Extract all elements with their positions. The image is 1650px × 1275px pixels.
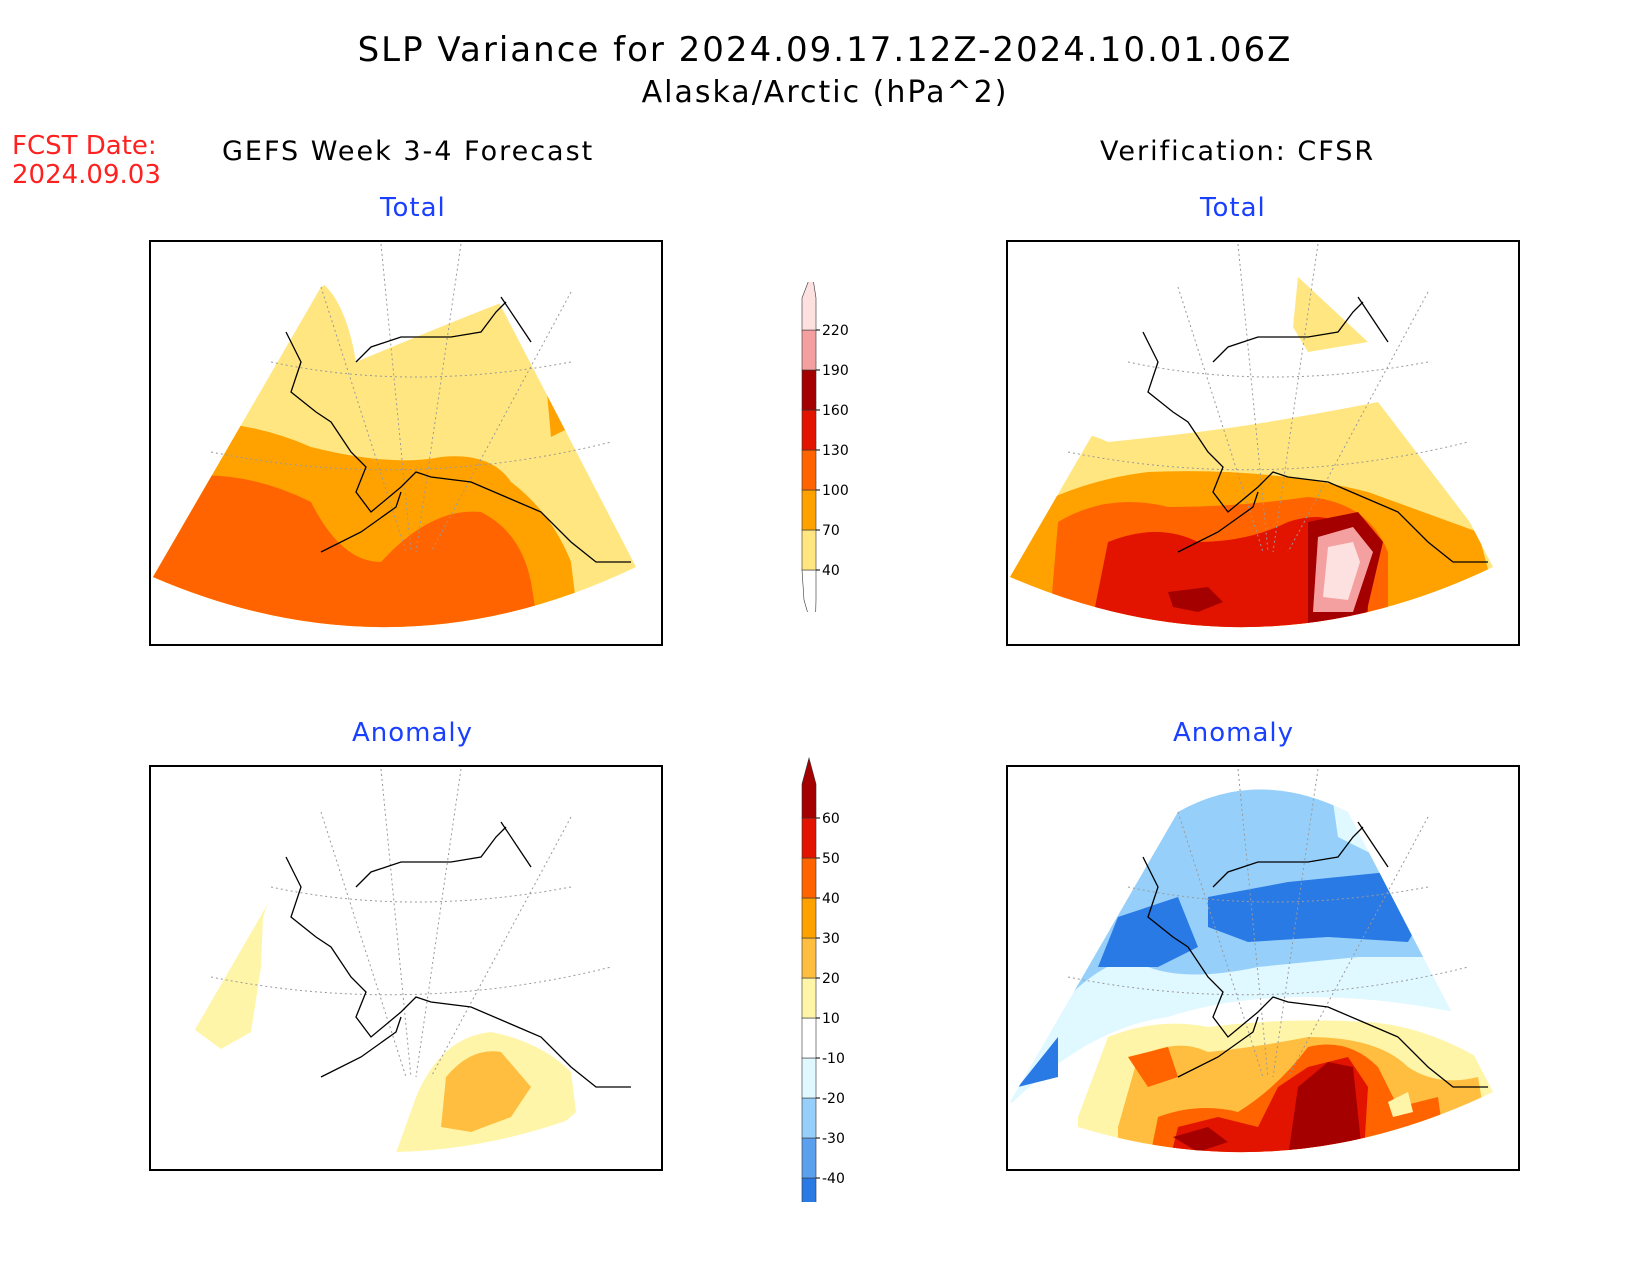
colorbar-total-tick-label: 100 bbox=[822, 483, 849, 499]
panel-title-forecast-total: Total bbox=[380, 193, 446, 223]
colorbar-total-segment bbox=[801, 329, 817, 371]
panel-title-verification-total: Total bbox=[1200, 193, 1266, 223]
colorbar-total: 40 70 100 130 160 190 220 bbox=[798, 270, 868, 639]
panel-title-verification-anomaly: Anomaly bbox=[1173, 718, 1295, 748]
colorbar-total-lower-tail bbox=[801, 569, 817, 639]
colorbar-anomaly-tick-label: -10 bbox=[822, 1051, 845, 1067]
colorbar-anomaly-tick-label: 40 bbox=[822, 891, 840, 907]
colorbar-total-tick-label: 130 bbox=[822, 443, 849, 459]
map-verification-total bbox=[1006, 240, 1520, 646]
colorbar-anomaly: -40 -30 -20 -10 10 20 30 40 50 60 bbox=[798, 752, 868, 1240]
colorbar-total-tick-label: 40 bbox=[822, 563, 840, 579]
map-verification-anomaly bbox=[1006, 765, 1520, 1171]
colorbar-anomaly-segment bbox=[801, 977, 817, 1019]
colorbar-anomaly-tick-label: -40 bbox=[822, 1171, 845, 1187]
colorbar-anomaly-segment bbox=[801, 1177, 817, 1240]
colorbar-total-segment bbox=[801, 529, 817, 571]
colorbar-anomaly-tick-label: -20 bbox=[822, 1091, 845, 1107]
colorbar-anomaly-segment bbox=[801, 897, 817, 939]
colorbar-total-segment bbox=[801, 270, 817, 331]
map-forecast-total bbox=[149, 240, 663, 646]
colorbar-total-tick-label: 70 bbox=[822, 523, 840, 539]
colorbar-anomaly-segment bbox=[801, 937, 817, 979]
panel-title-forecast-anomaly: Anomaly bbox=[352, 718, 474, 748]
colorbar-total-tick-label: 220 bbox=[822, 323, 849, 339]
colorbar-total-tick-label: 190 bbox=[822, 363, 849, 379]
colorbar-anomaly-segment bbox=[801, 1097, 817, 1139]
colorbar-anomaly-tick-label: 30 bbox=[822, 931, 840, 947]
colorbar-anomaly-segment bbox=[801, 817, 817, 859]
map-forecast-anomaly bbox=[149, 765, 663, 1171]
colorbar-anomaly-segment bbox=[801, 1017, 817, 1059]
colorbar-anomaly-segment bbox=[801, 756, 817, 819]
forecast-column-title: GEFS Week 3-4 Forecast bbox=[222, 136, 595, 167]
colorbar-total-segment bbox=[801, 409, 817, 451]
colorbar-total-segment bbox=[801, 489, 817, 531]
figure-title: SLP Variance for 2024.09.17.12Z-2024.10.… bbox=[357, 30, 1293, 70]
fcst-date-label: FCST Date: bbox=[12, 131, 157, 161]
colorbar-anomaly-segment bbox=[801, 1057, 817, 1099]
colorbar-anomaly-tick-label: 50 bbox=[822, 851, 840, 867]
figure-subtitle: Alaska/Arctic (hPa^2) bbox=[641, 75, 1009, 110]
colorbar-anomaly-tick-label: 60 bbox=[822, 811, 840, 827]
colorbar-anomaly-tick-label: 20 bbox=[822, 971, 840, 987]
colorbar-anomaly-tick-label: 10 bbox=[822, 1011, 840, 1027]
verification-column-title: Verification: CFSR bbox=[1100, 136, 1376, 167]
colorbar-total-segment bbox=[801, 369, 817, 411]
colorbar-total-tick-label: 160 bbox=[822, 403, 849, 419]
fcst-date-value: 2024.09.03 bbox=[12, 160, 161, 190]
colorbar-total-segment bbox=[801, 449, 817, 491]
colorbar-anomaly-segment bbox=[801, 1137, 817, 1179]
colorbar-anomaly-tick-label: -30 bbox=[822, 1131, 845, 1147]
colorbar-anomaly-segment bbox=[801, 857, 817, 899]
